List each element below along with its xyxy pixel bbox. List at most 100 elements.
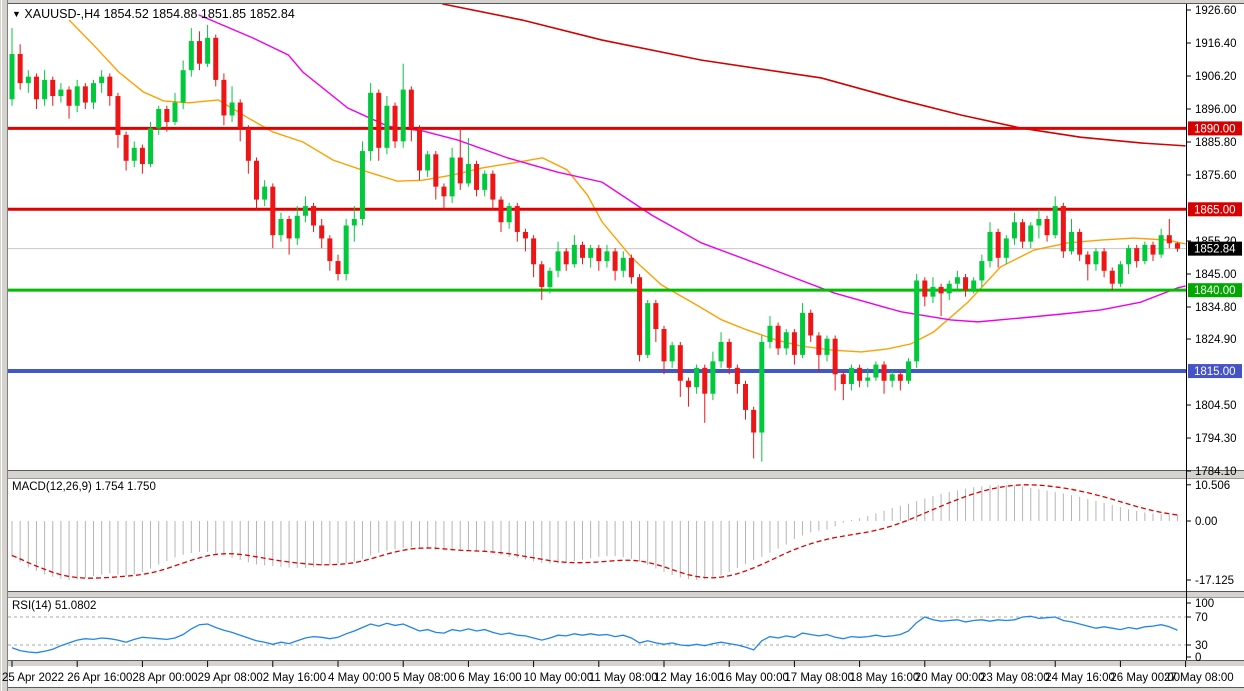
- price-badge: [1188, 241, 1242, 256]
- bear-candle: [1166, 235, 1172, 244]
- price-axis-label: 1916.40: [1195, 38, 1237, 50]
- time-axis-label: 27 May 08:00: [1164, 672, 1234, 684]
- bear-candle: [270, 186, 276, 236]
- time-axis-label: 5 May 08:00: [393, 672, 456, 684]
- bull-candle: [131, 147, 137, 161]
- candles-layer: [9, 24, 1180, 462]
- time-axis-label: 26 Apr 16:00: [67, 672, 132, 684]
- bear-candle: [857, 367, 863, 381]
- time-axis-label: 28 Apr 00:00: [132, 672, 197, 684]
- bear-candle: [490, 173, 496, 200]
- price-axis-label: 1794.30: [1195, 433, 1237, 445]
- rsi-axis[interactable]: 100 70 300: [1186, 598, 1214, 664]
- ohlc-values: 1854.52 1854.88 1851.85 1852.84: [103, 7, 295, 21]
- bear-candle: [612, 251, 618, 271]
- bear-candle: [66, 89, 72, 106]
- bull-candle: [1011, 222, 1017, 239]
- bear-candle: [254, 160, 259, 200]
- bear-candle: [702, 367, 708, 394]
- macd-signal-line: [11, 484, 1178, 579]
- price-axis-label: 1784.10: [1195, 466, 1237, 478]
- macd-axis-label: 10.506: [1195, 480, 1230, 492]
- bear-candle: [816, 335, 822, 355]
- bear-candle: [963, 277, 969, 291]
- bear-candle: [1101, 251, 1107, 271]
- time-axis-label: 24 May 16:00: [1045, 672, 1115, 684]
- time-axis-label: 4 May 00:00: [328, 672, 391, 684]
- time-axis-label: 16 May 00:00: [719, 672, 789, 684]
- bear-candle: [881, 364, 887, 381]
- bull-candle: [971, 280, 977, 291]
- ma-slow-magenta-line: [198, 14, 1186, 323]
- bear-candle: [791, 332, 797, 355]
- bear-candle: [685, 380, 691, 388]
- macd-axis[interactable]: 10.506 0.00 -17.125: [1186, 480, 1234, 587]
- bear-candle: [938, 286, 944, 294]
- bear-candle: [1109, 270, 1115, 284]
- price-axis-label: 1834.80: [1195, 302, 1237, 314]
- bear-candle: [653, 303, 659, 329]
- bull-candle: [873, 364, 879, 378]
- bear-candle: [539, 264, 545, 287]
- bear-candle: [107, 76, 113, 97]
- bear-candle: [1174, 243, 1180, 249]
- bull-candle: [547, 270, 553, 287]
- bull-candle: [620, 257, 626, 271]
- bull-candle: [1093, 251, 1099, 265]
- bull-candle: [824, 338, 830, 355]
- bear-candle: [82, 86, 88, 103]
- time-axis-label: 18 May 16:00: [850, 672, 920, 684]
- bear-candle: [775, 325, 781, 349]
- price-axis[interactable]: 1926.60 1916.40 1906.20 1896.00 1885.80 1875.…: [1186, 4, 1242, 660]
- bear-candle: [522, 231, 528, 239]
- bull-candle: [294, 215, 300, 239]
- bull-candle: [99, 76, 105, 84]
- price-badge: [1188, 283, 1242, 298]
- price-axis-label: 1804.50: [1195, 400, 1237, 412]
- bear-candle: [726, 341, 732, 368]
- bear-candle: [164, 109, 170, 122]
- bear-candle: [376, 92, 382, 148]
- price-badge-label: 1890.00: [1194, 123, 1236, 135]
- rsi-panel[interactable]: [8, 615, 1186, 654]
- bull-candle: [351, 219, 357, 226]
- bear-candle: [221, 79, 227, 116]
- bull-candle: [800, 312, 806, 355]
- time-axis[interactable]: 25 Apr 2022 26 Apr 16:00 28 Apr 00:00 29 Ap…: [2, 661, 1234, 684]
- bear-candle: [245, 128, 251, 161]
- bull-candle: [694, 367, 700, 388]
- bull-candle: [865, 377, 871, 381]
- bull-candle: [1158, 235, 1164, 255]
- rsi-axis-label: 100: [1195, 598, 1214, 610]
- bull-candle: [1052, 206, 1058, 236]
- bull-candle: [172, 102, 178, 122]
- price-axis-label: 1824.90: [1195, 334, 1237, 346]
- bull-candle: [1117, 264, 1123, 284]
- bull-candle: [9, 54, 15, 100]
- bull-candle: [180, 70, 186, 103]
- bear-candle: [596, 248, 602, 262]
- price-axis-label: 1896.00: [1195, 104, 1237, 116]
- bull-candle: [188, 41, 194, 71]
- bull-candle: [914, 280, 920, 362]
- macd-panel[interactable]: [11, 484, 1178, 580]
- bear-candle: [514, 206, 520, 232]
- chart-dropdown-icon[interactable]: ▼: [12, 9, 21, 19]
- rsi-indicator-label: RSI(14) 51.0802: [12, 600, 97, 612]
- price-axis-label: 1845.00: [1195, 269, 1237, 281]
- time-axis-label: 20 May 00:00: [915, 672, 985, 684]
- bear-candle: [897, 374, 903, 381]
- bear-candle: [628, 257, 634, 278]
- bull-candle: [1126, 248, 1132, 265]
- bull-candle: [262, 186, 268, 200]
- bear-candle: [408, 89, 414, 129]
- bear-candle: [677, 345, 683, 381]
- bear-candle: [123, 134, 129, 161]
- main-chart-panel[interactable]: [8, 3, 1186, 374]
- bull-candle: [930, 286, 936, 297]
- bull-candle: [571, 244, 577, 265]
- bear-candle: [1077, 231, 1083, 255]
- time-axis-label: 23 May 08:00: [980, 672, 1050, 684]
